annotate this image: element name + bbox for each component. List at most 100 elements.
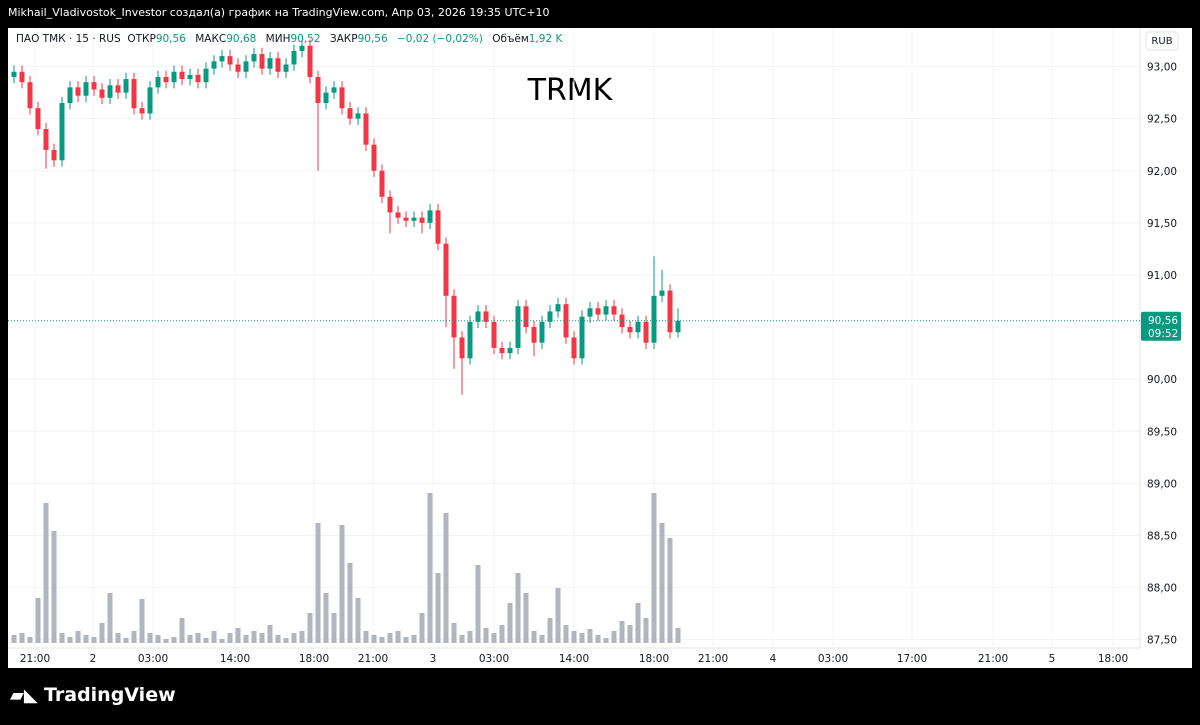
close-value: 90,56: [357, 33, 388, 45]
candle-body: [67, 87, 73, 104]
candle-body: [635, 321, 641, 333]
candle-body: [659, 290, 665, 296]
candle-body: [371, 144, 377, 171]
candle-body: [139, 108, 145, 114]
volume-bar: [635, 603, 641, 643]
x-tick-label: 21:00: [698, 653, 728, 665]
volume-bar: [547, 618, 553, 643]
volume-bar: [507, 603, 513, 643]
candle-body: [499, 347, 505, 354]
volume-bar: [355, 598, 361, 643]
y-tick-label: 88,50: [1147, 530, 1177, 542]
y-tick-label: 91,00: [1147, 270, 1177, 282]
volume-bar: [523, 593, 529, 643]
candle-body: [451, 295, 457, 338]
candle-body: [107, 85, 113, 98]
y-tick-label: 92,00: [1147, 166, 1177, 178]
candle-body: [123, 79, 129, 93]
volume-bar: [243, 635, 249, 643]
volume-bar: [67, 637, 73, 643]
candle-body: [507, 347, 513, 354]
volume-bar: [659, 523, 665, 643]
candle-body: [35, 108, 41, 130]
volume-bar: [411, 635, 417, 643]
candle-body: [315, 76, 321, 104]
volume-bar: [179, 618, 185, 643]
candle-body: [171, 71, 177, 83]
candle-body: [355, 113, 361, 119]
candle-body: [363, 113, 369, 145]
author-line: Mikhail_Vladivostok_Investor создал(а) г…: [8, 6, 550, 19]
candle-body: [131, 79, 137, 109]
last-price: 90,56: [1148, 315, 1178, 327]
candle-body: [267, 58, 273, 69]
candle-body: [75, 87, 81, 96]
y-tick-label: 90,00: [1147, 374, 1177, 386]
volume-bar: [227, 633, 233, 643]
volume-bar: [475, 565, 481, 643]
high-value: 90,68: [226, 33, 257, 45]
volume-bar: [619, 621, 625, 643]
candle-body: [27, 82, 33, 109]
brand-logo: ▰◣: [10, 685, 38, 706]
candle-body: [11, 71, 17, 77]
volume-bar: [627, 625, 633, 643]
volume-bar: [291, 633, 297, 643]
y-tick-label: 91,50: [1147, 218, 1177, 230]
candle-body: [475, 311, 481, 322]
candle-body: [19, 71, 25, 83]
candle-body: [299, 45, 305, 51]
currency: RUB: [1151, 36, 1172, 47]
volume-bar: [155, 635, 161, 643]
x-tick-label: 2: [90, 653, 97, 665]
y-tick-label: 87,50: [1147, 635, 1177, 647]
volume-bar: [115, 633, 121, 643]
candle-body: [51, 149, 57, 161]
candle-body: [515, 306, 521, 348]
volume-bar: [579, 633, 585, 643]
candle-body: [403, 217, 409, 221]
candle-body: [427, 210, 433, 223]
volume-bar: [363, 631, 369, 643]
volume-bar: [347, 563, 353, 643]
candle-body: [283, 64, 289, 72]
volume-bar: [139, 599, 145, 643]
volume-bar: [211, 631, 217, 643]
volume-bar: [563, 625, 569, 643]
volume-bar: [435, 573, 441, 643]
candle-body: [275, 58, 281, 72]
candle-body: [43, 129, 49, 150]
volume-bar: [339, 525, 345, 643]
candle-body: [435, 210, 441, 244]
candle-body: [195, 74, 201, 83]
candle-body: [539, 321, 545, 343]
x-tick-label: 17:00: [897, 653, 927, 665]
high-label: МАКС: [195, 33, 227, 45]
candle-body: [235, 64, 241, 72]
volume-bar: [467, 631, 473, 643]
change: −0,02 (−0,02%): [396, 33, 483, 45]
candle-body: [379, 170, 385, 197]
volume-bar: [515, 573, 521, 643]
volume-bar: [371, 635, 377, 643]
volume-bar: [427, 493, 433, 643]
volume-bar: [387, 633, 393, 643]
candle-body: [555, 304, 561, 312]
candle-body: [291, 50, 297, 65]
candle-body: [579, 316, 585, 359]
volume-bar: [539, 635, 545, 643]
candle-body: [99, 89, 105, 98]
volume-bar: [459, 635, 465, 643]
legend: ПАО ТМК · 15 · RUS ОТКР90,56 МАКС90,68 М…: [16, 33, 568, 45]
candle-body: [675, 320, 681, 333]
candle-body: [651, 295, 657, 343]
currency-box[interactable]: [1145, 31, 1179, 51]
volume-bar: [187, 635, 193, 643]
volume-bar: [163, 639, 169, 643]
x-tick-label: 21:00: [978, 653, 1008, 665]
candle-body: [387, 196, 393, 213]
volume-bar: [307, 613, 313, 643]
volume-bar: [299, 631, 305, 643]
